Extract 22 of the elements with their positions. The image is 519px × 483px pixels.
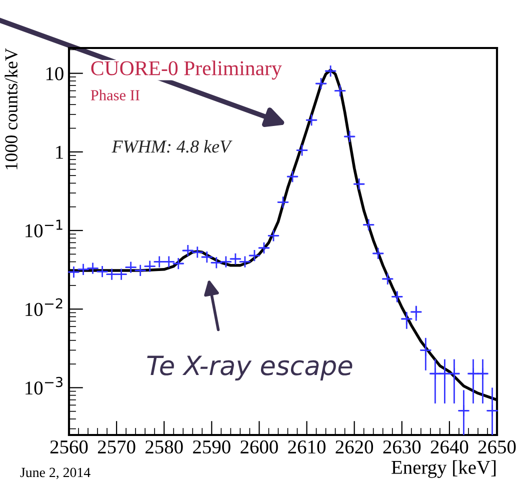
x-tick-label: 2650 <box>478 440 516 454</box>
y-tick-label: 10 <box>46 67 64 80</box>
y-tick-label: 10$^{−3}$ <box>26 376 62 395</box>
x-tick-label: 2620 <box>336 440 374 454</box>
x-tick-label: 2610 <box>288 440 326 454</box>
x-tick-label: 2640 <box>430 440 468 454</box>
y-axis-title: 1000 counts/keV <box>4 48 18 170</box>
x-tick-label: 2600 <box>240 440 278 454</box>
y-tick-label: 1 <box>56 146 63 159</box>
annotation: Phase II <box>90 90 140 100</box>
text: June 2, 2014 <box>20 468 90 480</box>
x-tick-label: 2580 <box>146 440 183 454</box>
annotation: CUORE-0 Preliminary <box>91 60 282 80</box>
annotation: FWHM: 4.8 keV <box>112 140 232 153</box>
y-tick-label: 10$^{−2}$ <box>26 298 62 316</box>
x-tick-label: 2570 <box>98 440 136 454</box>
x-tick-label: 2590 <box>193 440 230 454</box>
annotation: Te X-ray escape <box>147 356 352 381</box>
x-axis-title: Energy [keV] <box>392 460 496 478</box>
y-tick-label: 10$^{−1}$ <box>26 220 62 238</box>
x-tick-label: 2560 <box>50 440 88 454</box>
x-tick-label: 2630 <box>383 440 421 454</box>
